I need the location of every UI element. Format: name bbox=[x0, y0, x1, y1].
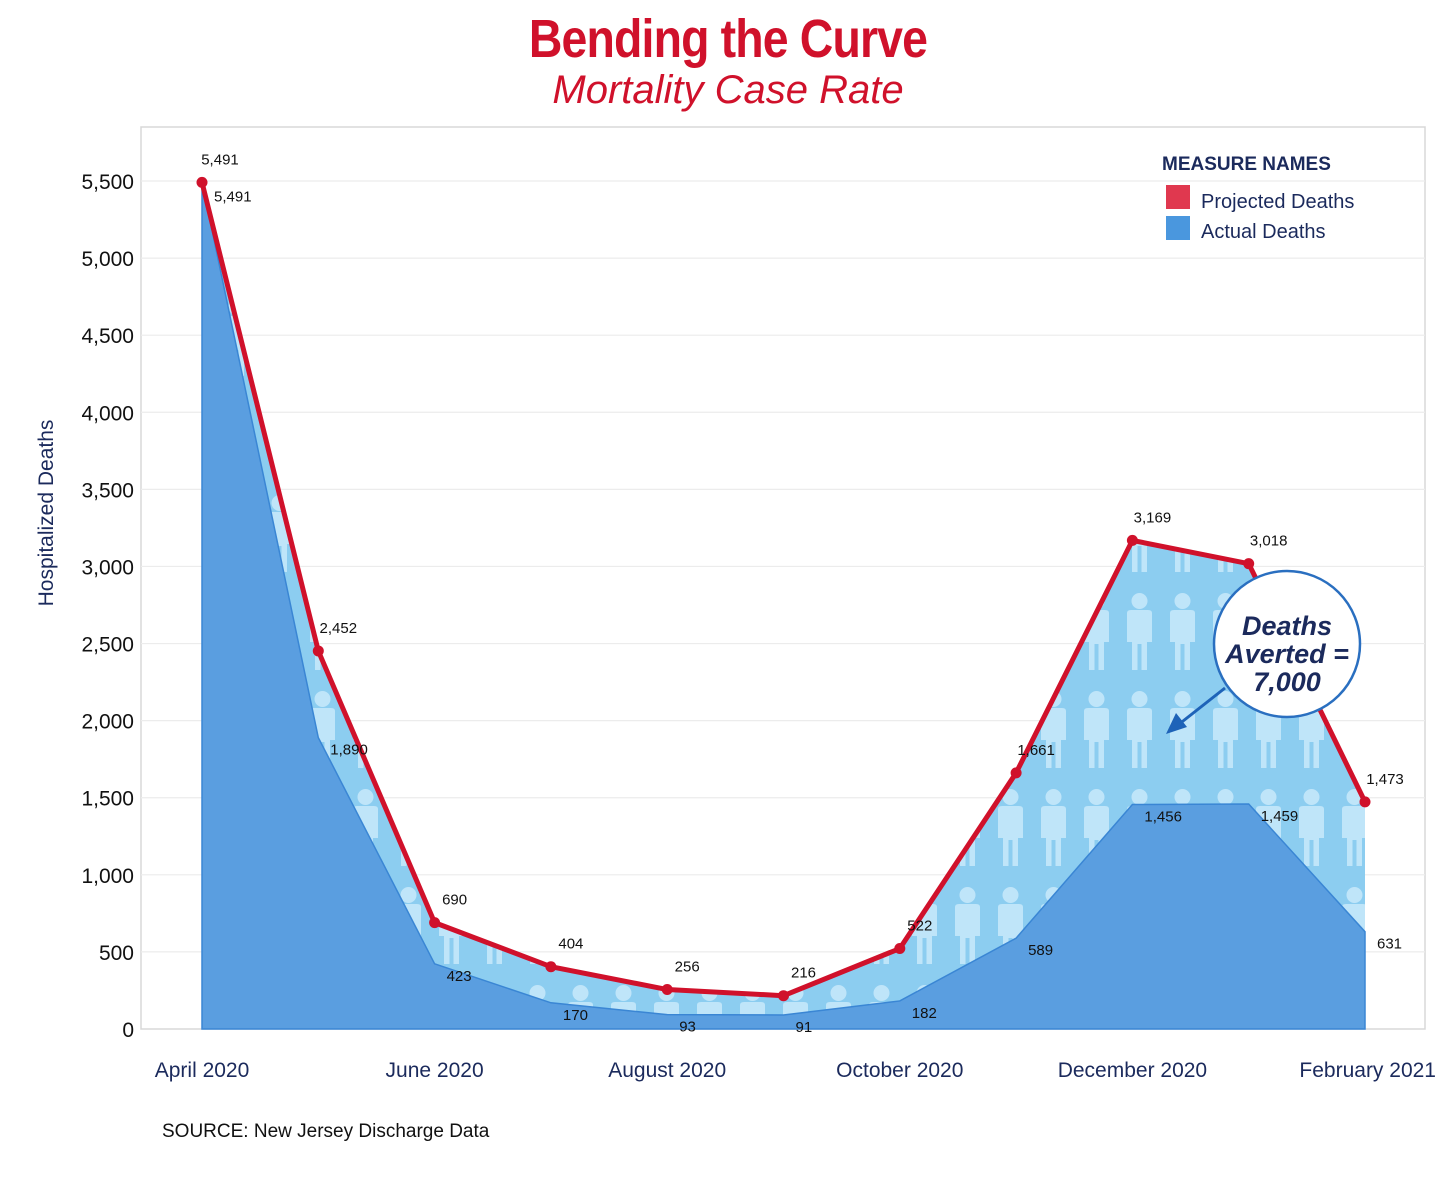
projected-value-label: 256 bbox=[675, 959, 700, 976]
y-tick-label: 500 bbox=[99, 942, 134, 965]
projected-value-label: 3,169 bbox=[1134, 509, 1172, 526]
projected-point bbox=[1126, 534, 1138, 546]
actual-value-label: 1,459 bbox=[1261, 808, 1299, 825]
callout-arrow-head bbox=[1166, 713, 1187, 734]
chart-title: Bending the Curve bbox=[528, 9, 928, 69]
callout-arrow-line bbox=[1177, 686, 1226, 727]
legend-label-projected: Projected Deaths bbox=[1201, 191, 1354, 213]
y-tick-label: 2,000 bbox=[81, 711, 134, 734]
legend-swatch-actual bbox=[1166, 216, 1190, 240]
legend: MEASURE NAMES Projected Deaths Actual De… bbox=[1162, 154, 1354, 243]
x-tick-label: February 2021 bbox=[1299, 1059, 1436, 1082]
actual-value-label: 423 bbox=[447, 968, 472, 985]
data-labels: 5,491 2,452 690 404 256 216 522 1,661 3,169 3,018… bbox=[201, 151, 1404, 1036]
callout-line-2: Averted = bbox=[1224, 639, 1349, 669]
projected-point bbox=[429, 917, 441, 929]
legend-label-actual: Actual Deaths bbox=[1201, 221, 1326, 243]
actual-value-label: 93 bbox=[679, 1019, 696, 1036]
projected-value-label: 404 bbox=[558, 936, 583, 953]
y-tick-label: 5,500 bbox=[81, 171, 134, 194]
projected-point bbox=[1243, 558, 1255, 570]
projected-point bbox=[1010, 767, 1022, 779]
y-tick-label: 4,000 bbox=[81, 402, 134, 425]
chart-subtitle: Mortality Case Rate bbox=[552, 68, 904, 112]
y-tick-label: 3,000 bbox=[81, 556, 134, 579]
projected-point bbox=[894, 943, 906, 955]
y-tick-label: 2,500 bbox=[81, 634, 134, 657]
y-tick-label: 5,000 bbox=[81, 248, 134, 271]
x-tick-label: June 2020 bbox=[386, 1059, 484, 1082]
areas bbox=[201, 182, 1366, 1030]
projected-value-label: 216 bbox=[791, 965, 816, 982]
projected-value-label: 2,452 bbox=[320, 620, 358, 637]
projected-value-label: 1,661 bbox=[1017, 742, 1055, 759]
y-tick-label: 3,500 bbox=[81, 479, 134, 502]
y-tick-label: 1,500 bbox=[81, 788, 134, 811]
deaths-averted-area bbox=[202, 182, 1365, 1015]
deaths-averted-callout: Deaths Averted = 7,000 bbox=[1166, 569, 1362, 734]
callout-circle bbox=[1212, 569, 1362, 719]
callout-line-3: 7,000 bbox=[1253, 667, 1321, 697]
projected-point bbox=[196, 176, 208, 188]
actual-value-label: 589 bbox=[1028, 942, 1053, 959]
legend-swatch-projected bbox=[1166, 185, 1190, 209]
projected-point bbox=[312, 645, 324, 657]
actual-value-label: 631 bbox=[1377, 936, 1402, 953]
callout-line-1: Deaths bbox=[1242, 611, 1332, 641]
projected-point bbox=[545, 961, 557, 973]
projected-point bbox=[778, 990, 789, 1002]
y-tick-label: 4,500 bbox=[81, 325, 134, 348]
actual-value-label: 170 bbox=[563, 1007, 588, 1024]
actual-value-label: 1,456 bbox=[1144, 809, 1182, 826]
y-axis-label: Hospitalized Deaths bbox=[35, 420, 58, 607]
actual-value-label: 5,491 bbox=[214, 188, 252, 205]
projected-line-layer bbox=[196, 176, 1371, 1002]
projected-point bbox=[1359, 796, 1371, 808]
actual-deaths-area bbox=[201, 182, 1366, 1030]
actual-value-label: 91 bbox=[796, 1019, 813, 1036]
projected-value-label: 1,473 bbox=[1366, 771, 1404, 788]
source-note: SOURCE: New Jersey Discharge Data bbox=[162, 1121, 490, 1142]
projected-value-label: 690 bbox=[442, 892, 467, 909]
x-tick-label: December 2020 bbox=[1058, 1059, 1207, 1082]
projected-value-label: 3,018 bbox=[1250, 533, 1288, 550]
axes: 0 500 1,000 1,500 2,000 2,500 3,000 3,500 4,000 4… bbox=[81, 171, 1436, 1082]
actual-value-label: 182 bbox=[912, 1005, 937, 1022]
y-tick-label: 1,000 bbox=[81, 865, 134, 888]
x-tick-label: October 2020 bbox=[836, 1059, 963, 1082]
legend-title: MEASURE NAMES bbox=[1162, 154, 1331, 175]
projected-point bbox=[661, 984, 673, 996]
y-tick-label: 0 bbox=[122, 1019, 134, 1042]
projected-value-label: 5,491 bbox=[201, 151, 239, 168]
x-tick-label: August 2020 bbox=[608, 1059, 726, 1082]
projected-value-label: 522 bbox=[907, 918, 932, 935]
actual-value-label: 1,890 bbox=[330, 742, 368, 759]
x-tick-label: April 2020 bbox=[155, 1059, 250, 1082]
